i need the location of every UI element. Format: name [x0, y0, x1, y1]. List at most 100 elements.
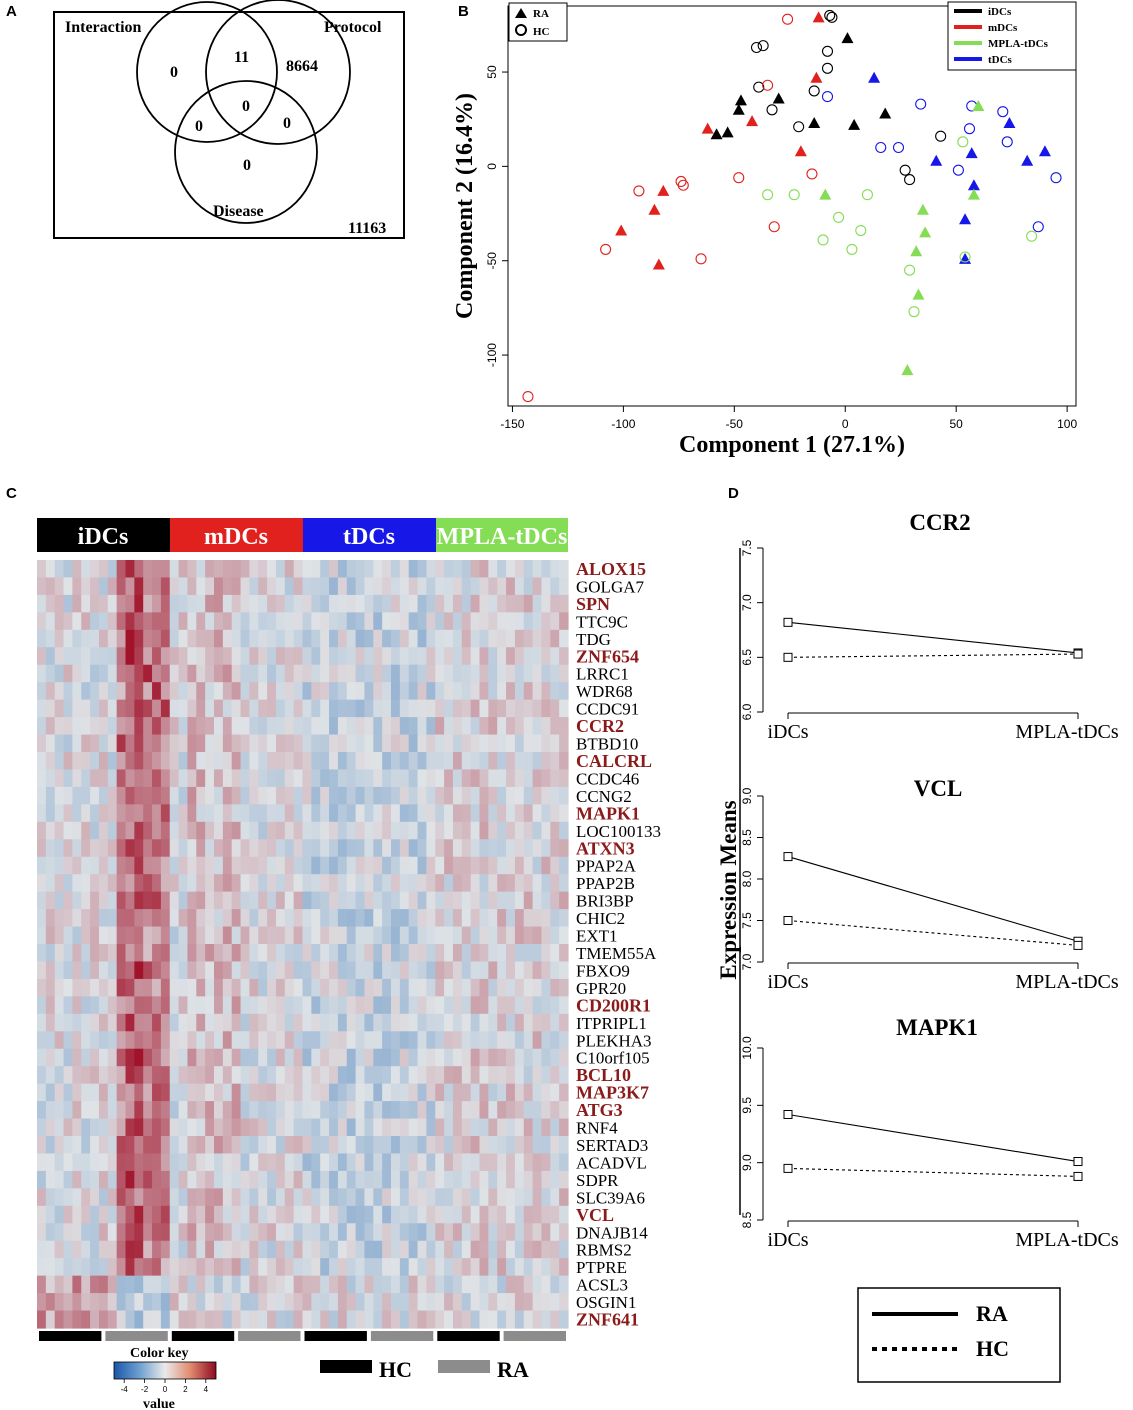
heatmap-cell — [514, 856, 525, 875]
pca-point-idcs-hc — [826, 11, 838, 23]
heatmap-cell — [116, 1188, 127, 1207]
heatmap-cell — [116, 560, 127, 579]
heatmap-cell — [461, 996, 472, 1015]
heatmap-cell — [134, 1170, 144, 1189]
heatmap-cell — [532, 1048, 543, 1067]
heatmap-cell — [346, 1240, 357, 1259]
heatmap-cell — [178, 1136, 189, 1155]
heatmap-cell — [364, 1293, 374, 1312]
heatmap-cell — [116, 752, 127, 771]
heatmap-cell — [452, 1223, 463, 1242]
heatmap-cell — [399, 612, 410, 631]
heatmap-cell — [275, 560, 286, 579]
heatmap-cell — [550, 978, 560, 997]
heatmap-cell — [523, 629, 534, 648]
heatmap-cell — [302, 1083, 312, 1102]
heatmap-cell — [444, 944, 454, 963]
heatmap-cell — [267, 926, 277, 945]
heatmap-cell — [514, 560, 525, 579]
heatmap-cell — [54, 1188, 65, 1207]
heatmap-cell — [479, 682, 489, 701]
heatmap-cell — [152, 594, 162, 613]
heatmap-cell — [249, 1101, 259, 1120]
heatmap-cell — [364, 1188, 374, 1207]
heatmap-cell — [497, 1275, 507, 1294]
heatmap-cell — [284, 734, 295, 753]
heatmap-cell — [320, 804, 330, 823]
heatmap-cell — [107, 1205, 118, 1224]
heatmap-cell — [444, 1258, 454, 1277]
gene-label-fbxo9: FBXO9 — [576, 962, 630, 981]
heatmap-cell — [444, 752, 454, 771]
heatmap-cell — [311, 1275, 321, 1294]
heatmap-cell — [249, 1013, 259, 1032]
heatmap-cell — [284, 944, 295, 963]
heatmap-cell — [559, 926, 569, 945]
heatmap-cell — [435, 1205, 445, 1224]
y-axis-tick-label: 8.5 — [740, 1211, 754, 1228]
heatmap-cell — [187, 594, 197, 613]
pca-x-tick-label: 50 — [950, 417, 964, 431]
heatmap-cell — [320, 1118, 330, 1137]
heatmap-cell — [258, 1240, 268, 1259]
heatmap-cell — [364, 1048, 374, 1067]
pca-point-idcs-hc — [750, 41, 763, 54]
pca-point-idcs-ra — [841, 32, 854, 44]
heatmap-cell — [559, 1083, 569, 1102]
heatmap-cell — [267, 1223, 277, 1242]
heatmap-cell — [143, 752, 153, 771]
heatmap-cell — [293, 1293, 304, 1312]
heatmap-cell — [302, 664, 312, 683]
heatmap-cell — [506, 1101, 516, 1120]
heatmap-cell — [302, 647, 312, 666]
hc-group-bar — [304, 1331, 367, 1341]
heatmap-cell — [249, 560, 259, 579]
heatmap-cell — [532, 874, 543, 893]
heatmap-cell — [107, 1275, 118, 1294]
heatmap-cell — [514, 1031, 525, 1050]
heatmap-cell — [178, 874, 189, 893]
heatmap-cell — [63, 1293, 73, 1312]
pca-point-tdcs-hc — [997, 106, 1009, 118]
heatmap-cell — [98, 804, 109, 823]
heatmap-cell — [258, 1118, 268, 1137]
heatmap-cell — [408, 1101, 419, 1120]
heatmap-cell — [417, 978, 427, 997]
heatmap-cell — [143, 944, 153, 963]
heatmap-cell — [81, 839, 91, 858]
heatmap-cell — [346, 1083, 357, 1102]
heatmap-cell — [479, 1258, 489, 1277]
series-point-hc — [1073, 1171, 1083, 1181]
heatmap-cell — [143, 1170, 153, 1189]
heatmap-cell — [240, 1101, 250, 1120]
heatmap-cell — [125, 1013, 135, 1032]
heatmap-cell — [231, 612, 242, 631]
heatmap-cell — [426, 1170, 436, 1189]
heatmap-cell — [258, 1013, 268, 1032]
heatmap-cell — [444, 1136, 454, 1155]
pca-point-mdcs-hc — [762, 79, 774, 91]
venn-circle-disease — [174, 80, 318, 224]
heatmap-cell — [329, 1240, 339, 1259]
heatmap-cell — [178, 961, 189, 980]
heatmap-cell — [470, 752, 481, 771]
heatmap-cell — [258, 1101, 268, 1120]
heatmap: iDCs mDCs tDCs MPLA-tDCs ALOX15GOLGA7SPN… — [37, 518, 661, 1410]
venn-circle-protocol — [205, 0, 351, 145]
heatmap-cell — [72, 560, 82, 579]
heatmap-cell — [143, 1066, 153, 1085]
heatmap-cell — [293, 1136, 304, 1155]
heatmap-cell — [284, 752, 295, 771]
heatmap-cell — [506, 944, 516, 963]
heatmap-cell — [205, 1101, 215, 1120]
heatmap-cell — [116, 1240, 127, 1259]
heatmap-cell — [426, 891, 436, 910]
heatmap-cell — [559, 1310, 569, 1329]
heatmap-cell — [506, 1275, 516, 1294]
heatmap-cell — [479, 856, 489, 875]
heatmap-cell — [382, 874, 392, 893]
heatmap-cell — [408, 961, 419, 980]
heatmap-cell — [514, 891, 525, 910]
gene-label-acadvl: ACADVL — [576, 1154, 647, 1173]
heatmap-cell — [98, 821, 109, 840]
